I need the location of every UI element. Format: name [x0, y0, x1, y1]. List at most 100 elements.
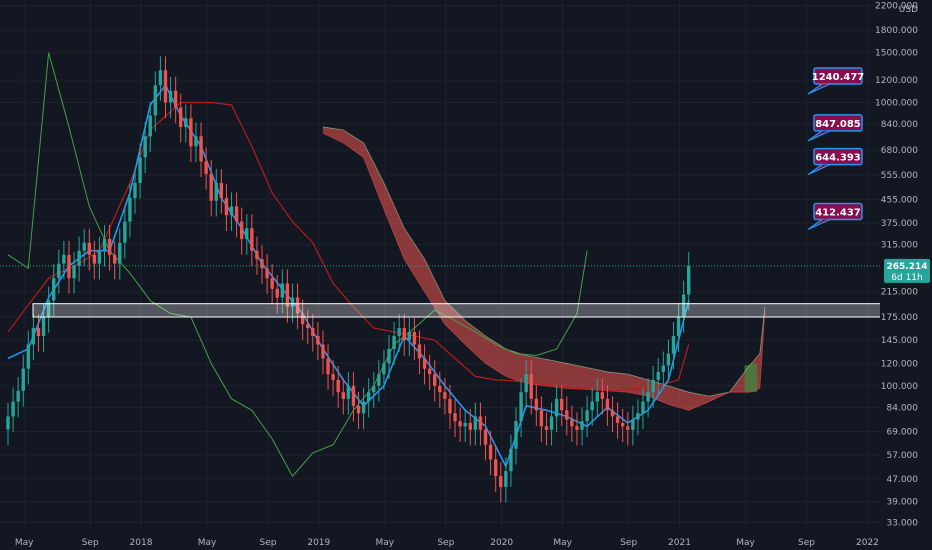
price-tick-label: 215.000: [881, 288, 918, 298]
candle: [239, 207, 244, 255]
candle-body: [529, 374, 533, 399]
time-tick-label: Sep: [82, 538, 99, 548]
candle: [92, 240, 97, 280]
candle-body: [209, 173, 213, 201]
candle-body: [463, 422, 467, 427]
time-tick-label: 2020: [490, 538, 513, 548]
time-tick-label: 2018: [130, 538, 153, 548]
candle-body: [179, 107, 183, 127]
candle: [184, 104, 188, 143]
candle: [148, 101, 152, 153]
candle-body: [306, 324, 310, 329]
candle-body: [412, 331, 417, 345]
price-tick-label: 1800.000: [875, 26, 918, 36]
candle: [138, 143, 142, 199]
candle: [128, 184, 132, 238]
candle-body: [316, 335, 320, 345]
candle-body: [275, 288, 279, 298]
candle-body: [214, 182, 218, 201]
candle-body: [82, 242, 86, 251]
price-tick-label: 2200.000: [875, 1, 918, 11]
candle-body: [331, 374, 335, 380]
candle: [341, 378, 345, 415]
candle-body: [641, 401, 645, 414]
candle: [585, 396, 589, 438]
price-tick-label: 1200.000: [875, 76, 918, 86]
candle-body: [407, 331, 412, 341]
candle: [433, 360, 437, 402]
candle-body: [11, 401, 15, 417]
candle: [641, 387, 645, 430]
candle-body: [219, 182, 224, 199]
price-tick-label: 455.000: [881, 195, 918, 205]
candle-body: [377, 374, 381, 386]
candle: [448, 384, 452, 430]
candle: [62, 240, 66, 280]
candle: [493, 445, 498, 492]
candle-body: [112, 254, 117, 264]
price-tick-label: 39.000: [887, 498, 919, 508]
candle: [529, 360, 533, 415]
price-tick-label: 1500.000: [875, 49, 918, 59]
candle-body: [290, 297, 295, 307]
candle: [427, 354, 432, 390]
candle-body: [280, 283, 285, 298]
target-callout-pointer: [807, 130, 831, 142]
candle-body: [199, 136, 203, 162]
candle: [661, 351, 666, 388]
price-tick-label: 375.000: [881, 219, 918, 229]
candle: [270, 264, 274, 305]
candle-body: [554, 398, 559, 417]
candle-body: [417, 344, 422, 359]
candle: [280, 269, 285, 314]
candle: [438, 371, 442, 408]
price-tick-label: 840.000: [881, 120, 918, 130]
candle-body: [560, 398, 564, 411]
candle: [356, 391, 361, 430]
candle-body: [626, 426, 630, 430]
candle: [478, 402, 483, 446]
last-price-badge: [884, 258, 930, 283]
candle: [488, 430, 493, 476]
candle: [626, 412, 630, 446]
candle-body: [397, 328, 401, 336]
candle: [681, 280, 686, 333]
price-tick-label: 47.000: [887, 475, 919, 485]
candle-body: [549, 416, 554, 430]
candle: [483, 415, 488, 461]
candle: [610, 396, 615, 433]
candle: [605, 384, 610, 427]
candle: [234, 192, 239, 238]
candle-body: [438, 385, 442, 393]
candle: [666, 339, 671, 382]
candle: [504, 457, 508, 503]
candle: [524, 360, 528, 408]
candle-body: [168, 90, 173, 103]
candle: [72, 251, 76, 294]
candle: [600, 378, 605, 415]
candle: [16, 376, 20, 418]
price-tick-label: 57.000: [887, 451, 919, 461]
candle: [189, 104, 193, 163]
time-tick-label: Sep: [620, 538, 637, 548]
candle: [87, 228, 91, 271]
support-zone[interactable]: [32, 303, 891, 318]
candle-body: [499, 476, 503, 487]
time-axis[interactable]: May Sep 2018 May Sep 2019 May Sep 2020 May Sep 2021…: [0, 533, 880, 550]
candle-body: [468, 422, 472, 430]
candle: [36, 314, 41, 352]
candle-body: [565, 410, 569, 420]
price-tick-label: 175.000: [881, 313, 918, 323]
candle-body: [575, 426, 579, 430]
candle: [326, 344, 330, 390]
candle: [306, 310, 310, 344]
candle-body: [681, 294, 686, 317]
candle: [499, 462, 503, 503]
candle-body: [382, 363, 386, 375]
candle-body: [504, 471, 508, 487]
candle-body: [610, 410, 615, 417]
candle: [255, 236, 259, 275]
price-axis[interactable]: 2200.000 1800.000 1500.000 1200.000 1000.000…: [875, 0, 932, 550]
candle-body: [580, 421, 584, 430]
